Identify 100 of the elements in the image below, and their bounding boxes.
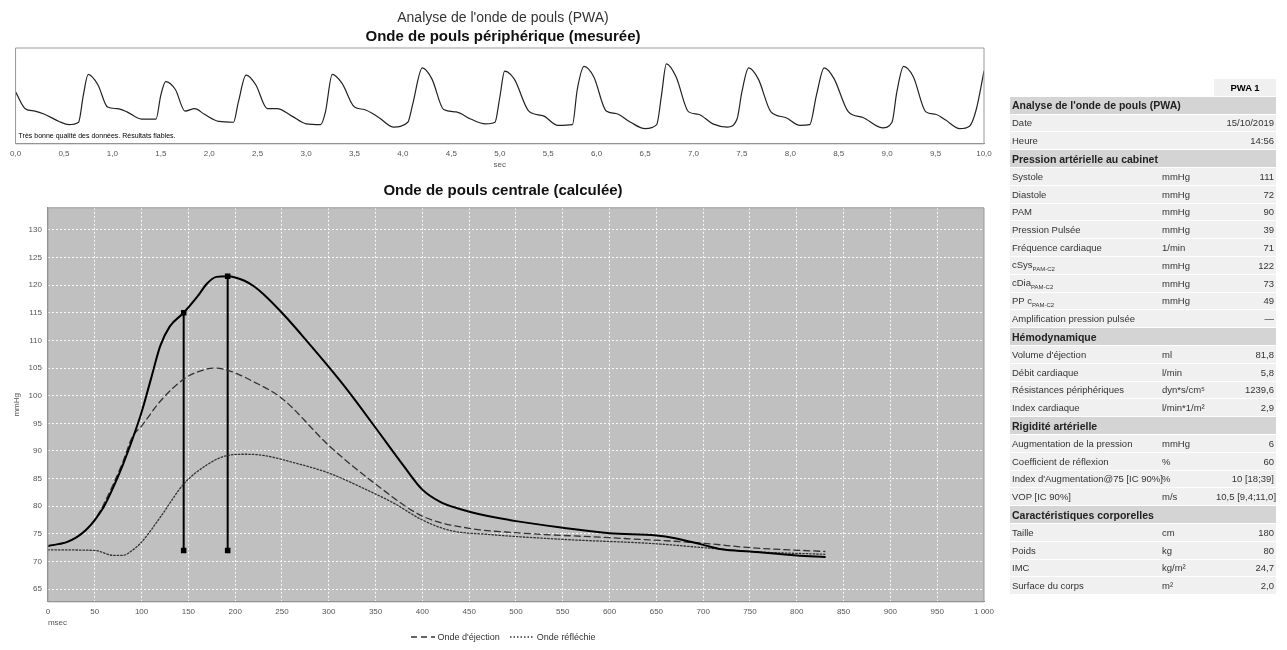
x-tick-label: 450 <box>462 606 477 616</box>
text: Index cardiaque <box>1012 402 1080 414</box>
x-tick-label: 50 <box>90 606 100 616</box>
x-tick-label: 1,0 <box>106 148 119 158</box>
text: 14:56 <box>1250 135 1274 147</box>
text: 122 <box>1258 259 1274 271</box>
x-tick-label: 400 <box>415 606 430 616</box>
text: 80 <box>1263 544 1274 556</box>
text: cDia$_{PAM-C2}$ <box>1012 276 1054 290</box>
text: Diastole <box>1012 188 1047 200</box>
text: mmHg <box>1162 188 1190 200</box>
x-tick-label: 800 <box>790 606 805 616</box>
x-tick-label: 1,5 <box>155 148 167 158</box>
x-tick-label: 1 000 <box>973 606 995 616</box>
text: % <box>1162 455 1171 467</box>
x-tick-label: 6,5 <box>639 148 652 158</box>
x-tick-label: 6,0 <box>591 148 603 158</box>
text: VOP [IC 90%] <box>1012 491 1071 503</box>
text: Fréquence cardiaque <box>1012 242 1102 254</box>
text: — <box>1264 313 1274 325</box>
y-axis-title: mmHg <box>12 393 21 417</box>
x-tick-label: 850 <box>836 606 851 616</box>
text: mmHg <box>1162 259 1190 271</box>
x-tick-label: 600 <box>602 606 617 616</box>
y-tick-label: 115 <box>29 308 43 317</box>
text: Coefficient de réflexion <box>1012 455 1109 467</box>
text: 39 <box>1263 224 1274 236</box>
x-tick-label: 9,0 <box>881 148 894 158</box>
x-tick-label: 5,5 <box>542 148 555 158</box>
text: mmHg <box>1162 170 1190 182</box>
x-tick-label: 550 <box>556 606 570 616</box>
x-axis-title: msec <box>47 618 68 628</box>
text: 10,5 [9,4;11,0] <box>1216 491 1277 503</box>
text: 71 <box>1263 242 1274 254</box>
text: ml <box>1162 348 1173 360</box>
text: % <box>1162 473 1171 485</box>
x-tick-label: 3,5 <box>348 148 361 158</box>
text: Résistances périphériques <box>1012 384 1124 396</box>
chart-title: Analyse de l'onde de pouls (PWA) <box>396 8 610 26</box>
text: 90 <box>1263 206 1274 218</box>
x-tick-label: 350 <box>368 606 383 616</box>
text: mmHg <box>1162 277 1190 289</box>
y-tick-label: 75 <box>33 529 43 539</box>
text: 5,8 <box>1260 366 1274 378</box>
text: kg/m² <box>1162 562 1186 574</box>
text: 2,9 <box>1260 402 1274 414</box>
x-tick-label: 5,0 <box>494 148 506 158</box>
text: m² <box>1162 580 1174 592</box>
x-tick-label: 750 <box>743 606 758 616</box>
x-tick-label: 0,0 <box>10 148 22 158</box>
x-tick-label: 950 <box>930 606 945 616</box>
x-tick-label: 3,0 <box>300 148 313 158</box>
text: cm <box>1162 526 1175 538</box>
text: 2,0 <box>1260 580 1274 592</box>
text: m/s <box>1162 491 1178 503</box>
text: mmHg <box>1162 295 1190 307</box>
y-tick-label: 100 <box>28 390 43 400</box>
x-tick-label: 900 <box>883 606 898 616</box>
x-tick-label: 100 <box>134 606 149 616</box>
y-tick-label: 110 <box>29 335 43 345</box>
text: Index d'Augmentation@75 [IC 90%] <box>1012 473 1163 485</box>
legend-label: Onde réfléchie <box>536 632 596 642</box>
x-tick-label: 10,0 <box>976 148 993 158</box>
y-tick-label: 90 <box>33 446 43 456</box>
x-tick-label: 2,5 <box>252 148 264 158</box>
x-tick-label: 650 <box>649 606 664 616</box>
text: 180 <box>1258 526 1274 538</box>
text: 15/10/2019 <box>1226 117 1274 129</box>
chart-subtitle: Onde de pouls périphérique (mesurée) <box>364 26 642 46</box>
text: 73 <box>1263 277 1274 289</box>
text: Rigidité artérielle <box>1012 419 1098 432</box>
x-tick-label: 250 <box>275 606 290 616</box>
y-tick-label: 80 <box>33 501 43 511</box>
x-tick-label: 7,0 <box>687 148 700 158</box>
text: l/min <box>1162 366 1183 378</box>
text: Augmentation de la pression <box>1012 437 1133 449</box>
y-tick-label: 120 <box>28 280 43 290</box>
text: l/min*1/m² <box>1162 402 1205 414</box>
chart-title: Onde de pouls centrale (calculée) <box>382 180 624 200</box>
x-tick-label: 0 <box>45 606 51 616</box>
x-tick-label: 4,5 <box>445 148 458 158</box>
text: Hémodynamique <box>1012 330 1097 343</box>
text: PAM <box>1012 206 1032 218</box>
text: Amplification pression pulsée <box>1012 313 1136 325</box>
text: 24,7 <box>1255 562 1274 574</box>
text: 6 <box>1268 437 1274 449</box>
text: 72 <box>1263 188 1274 200</box>
legend-label: Onde d'éjection <box>437 632 500 642</box>
x-tick-label: 8,0 <box>784 148 797 158</box>
x-tick-label: 7,5 <box>736 148 748 158</box>
text: Taille <box>1012 526 1034 538</box>
text: mmHg <box>1162 224 1190 236</box>
text: Pression artérielle au cabinet <box>1012 152 1158 165</box>
x-tick-label: 500 <box>509 606 524 616</box>
text: Surface du corps <box>1012 580 1084 592</box>
y-tick-label: 85 <box>33 473 43 483</box>
x-tick-label: 4,0 <box>397 148 410 158</box>
text: Systole <box>1012 170 1044 182</box>
text: 111 <box>1259 170 1274 182</box>
x-tick-label: 9,5 <box>930 148 942 158</box>
